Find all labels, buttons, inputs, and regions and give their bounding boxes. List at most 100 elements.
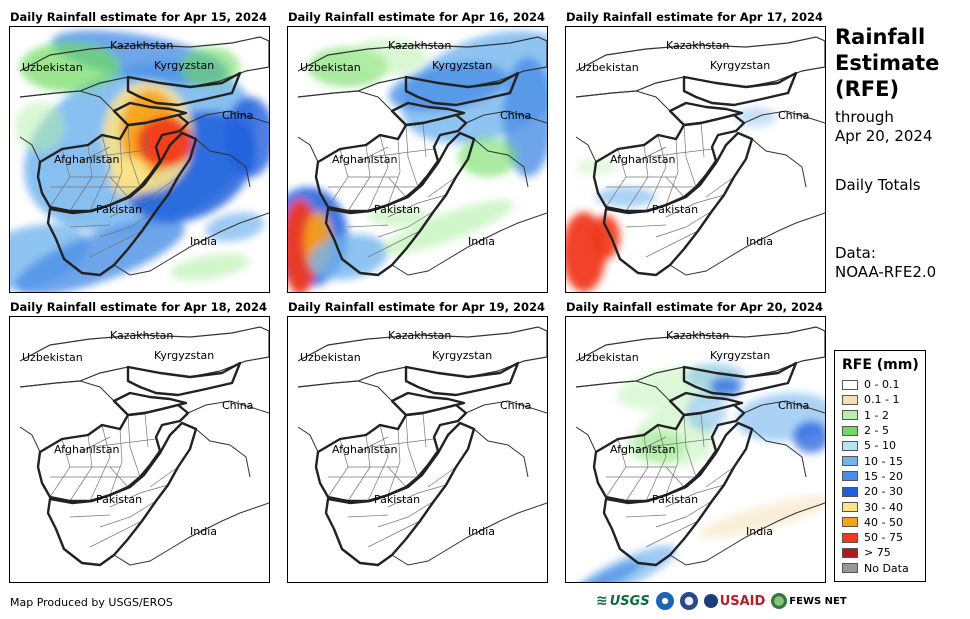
focus-country-border: [404, 71, 520, 107]
country-border: [19, 426, 41, 453]
place-label-pakistan: Pakistan: [652, 493, 698, 506]
legend-swatch: [842, 486, 858, 497]
province-boundary: [683, 414, 697, 478]
place-label-pakistan: Pakistan: [96, 493, 142, 506]
province-boundary: [347, 224, 389, 228]
rainfall-map: Kazakhstan Uzbekistan Kyrgyzstan China Afgha…: [19, 326, 269, 567]
map-panel-apr20: Kazakhstan Uzbekistan Kyrgyzstan China Afgha…: [565, 316, 826, 583]
province-boundary: [665, 176, 685, 198]
province-boundary: [665, 428, 679, 496]
rainfall-area: [348, 39, 428, 75]
legend-label: 15 - 20: [864, 469, 903, 483]
rainfall-map: Kazakhstan Uzbekistan Kyrgyzstan China Afgha…: [569, 326, 825, 582]
panel-title-apr19: Daily Rainfall estimate for Apr 19, 2024: [288, 300, 545, 314]
province-boundary: [89, 134, 111, 212]
rainfall-area: [569, 560, 643, 582]
country-border: [669, 212, 825, 276]
province-boundary: [109, 176, 129, 198]
legend-swatch: [842, 425, 858, 436]
province-boundary: [625, 224, 667, 228]
province-boundary: [149, 176, 179, 198]
province-boundary: [357, 436, 389, 453]
rainfall-area: [180, 47, 240, 87]
legend-item: 50 - 75: [842, 530, 925, 545]
legend-label: 5 - 10: [864, 439, 896, 453]
legend-item: 0.1 - 1: [842, 392, 925, 407]
country-border: [575, 136, 597, 163]
province-boundary: [69, 224, 111, 228]
province-boundary: [109, 194, 169, 218]
country-border: [465, 110, 547, 124]
place-label-india: India: [190, 235, 217, 248]
legend-title: RFE (mm): [842, 357, 919, 373]
legend-label: > 75: [864, 546, 891, 560]
focus-country-border: [126, 71, 242, 107]
province-boundary: [705, 466, 735, 488]
focus-country-border: [682, 361, 798, 397]
focus-country-border: [682, 71, 798, 107]
country-border: [187, 110, 269, 124]
province-boundary: [422, 412, 427, 448]
focus-country-border: [324, 421, 476, 567]
place-label-kazakhstan: Kazakhstan: [666, 329, 729, 342]
panel-title-apr20: Daily Rainfall estimate for Apr 20, 2024: [566, 300, 823, 314]
province-boundary: [635, 436, 667, 453]
rainfall-area: [596, 187, 656, 207]
place-label-uzbekistan: Uzbekistan: [300, 351, 361, 364]
province-boundary: [367, 134, 389, 212]
focus-country-border: [602, 421, 754, 567]
place-label-afghanistan: Afghanistan: [610, 443, 676, 456]
focus-country-border: [314, 403, 468, 503]
place-label-pakistan: Pakistan: [652, 203, 698, 216]
agency-logos: ≋ USGS USAID FEWS NET: [596, 592, 847, 610]
place-label-kyrgyzstan: Kyrgyzstan: [710, 349, 770, 362]
province-boundary: [109, 428, 123, 496]
province-boundary: [387, 138, 401, 206]
focus-country-border: [46, 131, 198, 277]
rainfall-area: [225, 97, 269, 177]
place-label-china: China: [778, 399, 809, 412]
province-boundary: [645, 520, 699, 548]
legend-item: 2 - 5: [842, 423, 925, 438]
place-label-uzbekistan: Uzbekistan: [300, 61, 361, 74]
place-label-kazakhstan: Kazakhstan: [110, 39, 173, 52]
rainfall-area: [15, 218, 185, 292]
usgs-logo: ≋ USGS: [596, 593, 650, 609]
daily-totals-label: Daily Totals: [835, 176, 921, 194]
province-boundary: [655, 500, 713, 528]
country-border: [465, 400, 547, 414]
panel-title-apr15: Daily Rainfall estimate for Apr 15, 2024: [10, 10, 267, 24]
place-label-uzbekistan: Uzbekistan: [22, 351, 83, 364]
usgs-wave-icon: ≋: [596, 593, 608, 609]
province-boundary: [79, 146, 111, 163]
province-boundary: [109, 484, 169, 508]
province-boundary: [665, 194, 725, 218]
country-border: [575, 326, 825, 388]
panel-title-apr18: Daily Rainfall estimate for Apr 18, 2024: [10, 300, 267, 314]
place-label-india: India: [746, 235, 773, 248]
place-label-afghanistan: Afghanistan: [610, 153, 676, 166]
focus-country-border: [390, 101, 466, 127]
place-label-pakistan: Pakistan: [374, 203, 420, 216]
fewsnet-globe-icon: [771, 593, 788, 609]
province-boundary: [647, 148, 713, 158]
country-border: [473, 428, 529, 478]
legend-swatch: [842, 563, 858, 574]
province-boundary: [635, 146, 667, 163]
focus-country-border: [592, 113, 746, 213]
focus-country-border: [126, 361, 242, 397]
province-boundary: [645, 134, 667, 212]
through-date: Apr 20, 2024: [835, 127, 933, 145]
legend-item: 40 - 50: [842, 515, 925, 530]
panel-title-apr17: Daily Rainfall estimate for Apr 17, 2024: [566, 10, 823, 24]
place-label-pakistan: Pakistan: [374, 493, 420, 506]
province-boundary: [91, 148, 157, 158]
country-border: [187, 400, 269, 414]
legend-item: 20 - 30: [842, 484, 925, 499]
country-border: [391, 502, 547, 566]
place-label-uzbekistan: Uzbekistan: [578, 61, 639, 74]
province-boundary: [705, 176, 735, 198]
country-border: [473, 138, 529, 188]
place-label-china: China: [500, 399, 531, 412]
place-label-china: China: [222, 399, 253, 412]
